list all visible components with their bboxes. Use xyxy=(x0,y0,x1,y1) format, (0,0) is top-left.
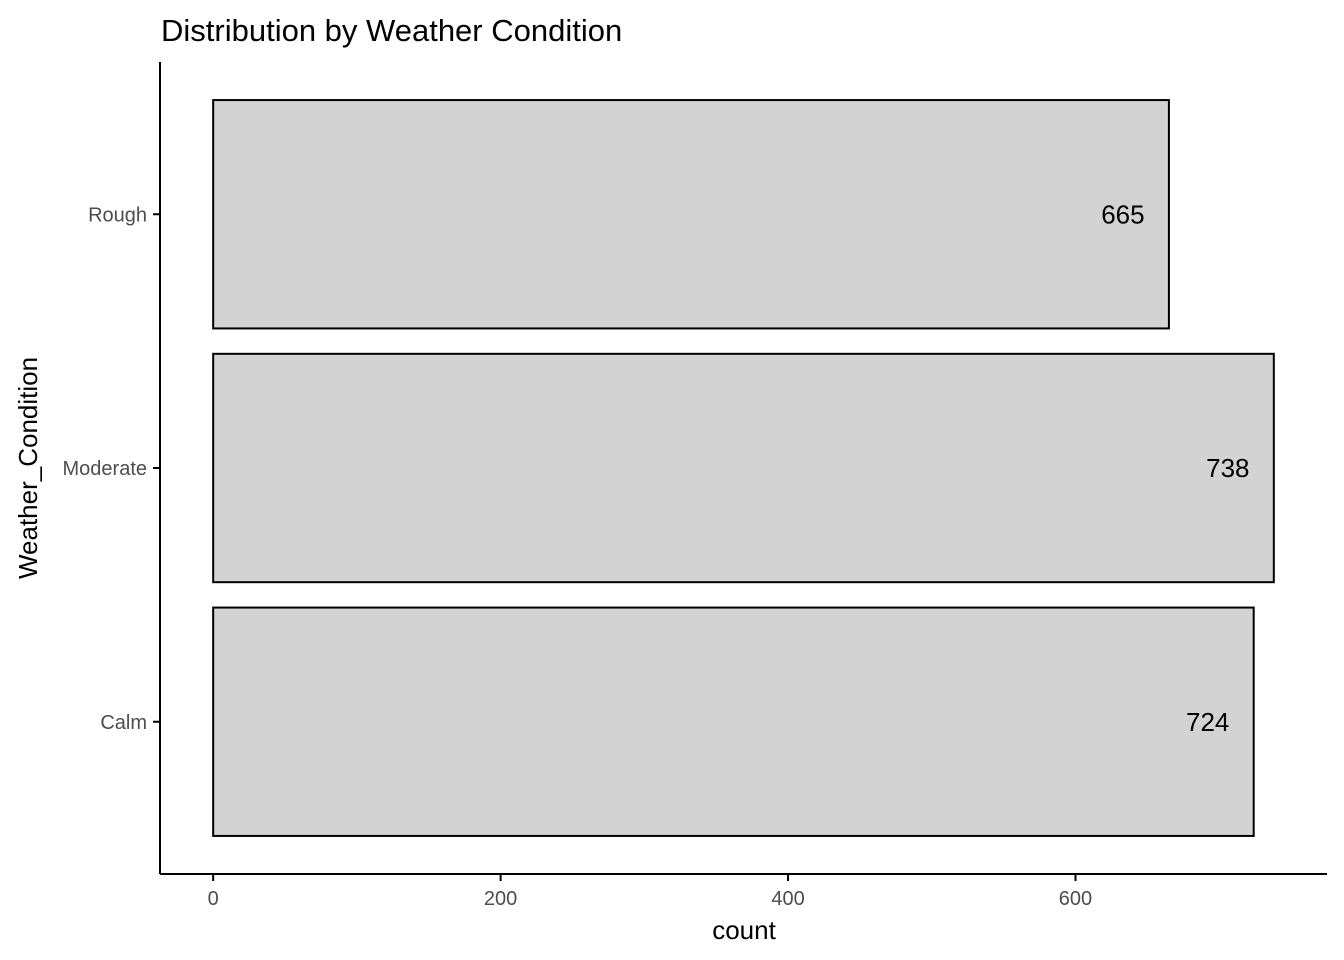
data-label-rough: 665 xyxy=(1101,199,1144,229)
data-labels-group: 724 738 665 xyxy=(1101,199,1249,737)
x-tick-label-200: 200 xyxy=(484,888,517,910)
y-tick-label-moderate: Moderate xyxy=(63,458,148,480)
data-label-calm: 724 xyxy=(1186,707,1229,737)
data-label-moderate: 738 xyxy=(1206,453,1249,483)
bar-moderate xyxy=(212,352,1275,584)
x-axis-title: count xyxy=(712,915,776,945)
bar-calm xyxy=(212,606,1255,837)
y-ticks-group: Calm Moderate Rough xyxy=(63,204,160,734)
x-tick-label-600: 600 xyxy=(1059,888,1092,910)
y-tick-label-rough: Rough xyxy=(88,204,147,226)
x-tick-label-0: 0 xyxy=(208,888,219,910)
x-ticks-group: 0 200 400 600 xyxy=(208,874,1092,910)
y-axis-title: Weather_Condition xyxy=(13,357,43,579)
bars-group xyxy=(212,99,1275,837)
chart-title: Distribution by Weather Condition xyxy=(161,13,622,48)
x-tick-label-400: 400 xyxy=(771,888,804,910)
bar-rough xyxy=(212,99,1170,330)
y-tick-label-calm: Calm xyxy=(100,712,147,734)
